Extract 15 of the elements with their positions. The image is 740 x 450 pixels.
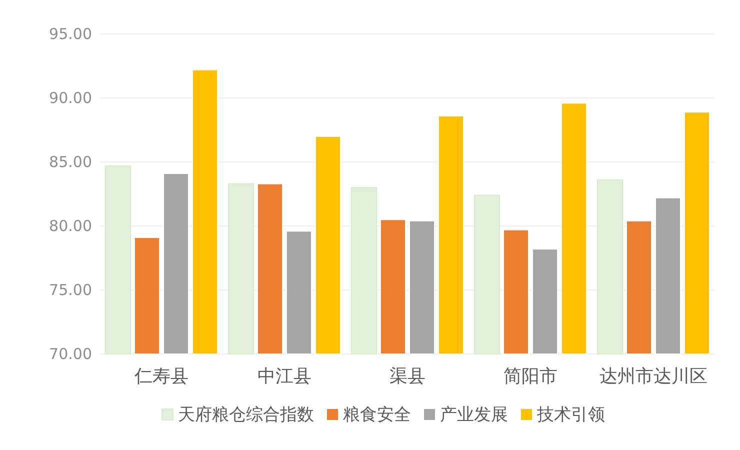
x-tick-label: 中江县 bbox=[258, 366, 312, 387]
x-tick-label: 渠县 bbox=[390, 366, 426, 387]
y-tick-label: 85.00 bbox=[49, 153, 92, 171]
legend-label: 天府粮仓综合指数 bbox=[178, 405, 314, 425]
x-tick-label: 简阳市 bbox=[504, 366, 558, 387]
y-tick-label: 70.00 bbox=[49, 345, 92, 363]
legend-label: 产业发展 bbox=[440, 405, 508, 425]
legend-label: 技术引领 bbox=[536, 405, 605, 425]
y-tick-label: 90.00 bbox=[49, 89, 92, 107]
y-tick-label: 95.00 bbox=[49, 25, 92, 43]
y-tick-label: 75.00 bbox=[49, 281, 92, 299]
x-tick-label: 达州市达川区 bbox=[600, 366, 708, 387]
y-tick-label: 80.00 bbox=[49, 217, 92, 235]
x-tick-label: 仁寿县 bbox=[134, 366, 188, 387]
legend-label: 粮食安全 bbox=[343, 405, 411, 425]
